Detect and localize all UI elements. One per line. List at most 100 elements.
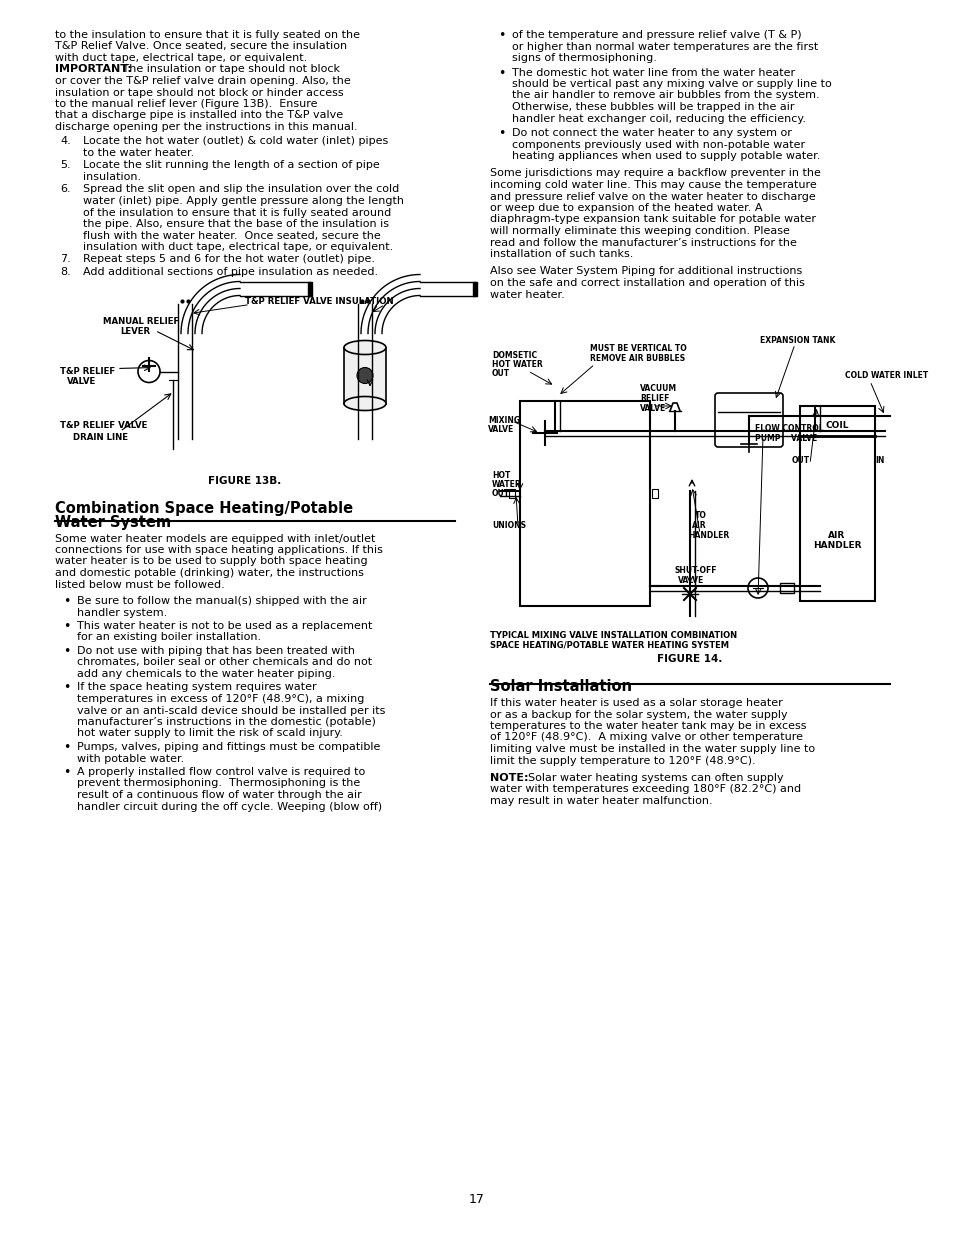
- Text: UNIONS: UNIONS: [492, 521, 525, 530]
- Text: DRAIN LINE: DRAIN LINE: [73, 432, 128, 441]
- Text: of the insulation to ensure that it is fully seated around: of the insulation to ensure that it is f…: [83, 207, 391, 217]
- Text: If this water heater is used as a solar storage heater: If this water heater is used as a solar …: [490, 698, 781, 708]
- Bar: [651, 489, 658, 498]
- Text: REMOVE AIR BUBBLES: REMOVE AIR BUBBLES: [589, 354, 684, 363]
- Text: HOT: HOT: [492, 471, 510, 480]
- Text: flush with the water heater.  Once seated, secure the: flush with the water heater. Once seated…: [83, 231, 380, 241]
- Text: water heater is to be used to supply both space heating: water heater is to be used to supply bot…: [55, 557, 367, 567]
- Text: OUT: OUT: [492, 489, 510, 498]
- Text: or as a backup for the solar system, the water supply: or as a backup for the solar system, the…: [490, 709, 787, 720]
- Bar: [509, 489, 515, 498]
- Text: AIR
HANDLER: AIR HANDLER: [812, 531, 861, 551]
- Text: FLOW CONTROL: FLOW CONTROL: [754, 424, 822, 433]
- Text: The insulation or tape should not block: The insulation or tape should not block: [119, 64, 339, 74]
- Text: limiting valve must be installed in the water supply line to: limiting valve must be installed in the …: [490, 743, 814, 755]
- Text: limit the supply temperature to 120°F (48.9°C).: limit the supply temperature to 120°F (4…: [490, 756, 755, 766]
- Text: This water heater is not to be used as a replacement: This water heater is not to be used as a…: [77, 621, 372, 631]
- Text: or higher than normal water temperatures are the first: or higher than normal water temperatures…: [512, 42, 818, 52]
- Text: manufacturer’s instructions in the domestic (potable): manufacturer’s instructions in the domes…: [77, 718, 375, 727]
- Text: Be sure to follow the manual(s) shipped with the air: Be sure to follow the manual(s) shipped …: [77, 597, 366, 606]
- Text: connections for use with space heating applications. If this: connections for use with space heating a…: [55, 545, 382, 555]
- Text: to the water heater.: to the water heater.: [83, 148, 194, 158]
- Text: 8.: 8.: [60, 267, 71, 277]
- Text: T&P RELIEF VALVE INSULATION: T&P RELIEF VALVE INSULATION: [245, 296, 394, 305]
- Text: valve or an anti-scald device should be installed per its: valve or an anti-scald device should be …: [77, 705, 385, 715]
- Text: •: •: [497, 127, 505, 140]
- Text: TO: TO: [695, 511, 706, 520]
- Text: and pressure relief valve on the water heater to discharge: and pressure relief valve on the water h…: [490, 191, 815, 201]
- Text: A properly installed flow control valve is required to: A properly installed flow control valve …: [77, 767, 365, 777]
- Text: or cover the T&P relief valve drain opening. Also, the: or cover the T&P relief valve drain open…: [55, 77, 351, 86]
- Ellipse shape: [344, 341, 386, 354]
- Text: HOT WATER: HOT WATER: [492, 359, 542, 369]
- Text: heating appliances when used to supply potable water.: heating appliances when used to supply p…: [512, 151, 820, 161]
- Text: the pipe. Also, ensure that the base of the insulation is: the pipe. Also, ensure that the base of …: [83, 219, 389, 228]
- Text: to the insulation to ensure that it is fully seated on the: to the insulation to ensure that it is f…: [55, 30, 359, 40]
- Text: MANUAL RELIEF: MANUAL RELIEF: [103, 316, 179, 326]
- Text: will normally eliminate this weeping condition. Please: will normally eliminate this weeping con…: [490, 226, 789, 236]
- Text: chromates, boiler seal or other chemicals and do not: chromates, boiler seal or other chemical…: [77, 657, 372, 667]
- Text: 4.: 4.: [60, 137, 71, 147]
- Text: water with temperatures exceeding 180°F (82.2°C) and: water with temperatures exceeding 180°F …: [490, 784, 801, 794]
- Text: TYPICAL MIXING VALVE INSTALLATION COMBINATION: TYPICAL MIXING VALVE INSTALLATION COMBIN…: [490, 631, 737, 640]
- Text: Water System: Water System: [55, 515, 171, 531]
- Text: discharge opening per the instructions in this manual.: discharge opening per the instructions i…: [55, 122, 357, 132]
- Text: listed below must be followed.: listed below must be followed.: [55, 579, 225, 589]
- Text: IMPORTANT:: IMPORTANT:: [55, 64, 132, 74]
- Text: on the safe and correct installation and operation of this: on the safe and correct installation and…: [490, 278, 804, 288]
- Text: of 120°F (48.9°C).  A mixing valve or other temperature: of 120°F (48.9°C). A mixing valve or oth…: [490, 732, 802, 742]
- Bar: [344, 347, 386, 404]
- Text: DOMSETIC: DOMSETIC: [492, 351, 537, 359]
- Text: VALVE: VALVE: [67, 378, 96, 387]
- Text: VACUUM: VACUUM: [639, 384, 677, 393]
- Text: •: •: [63, 766, 71, 779]
- Text: Otherwise, these bubbles will be trapped in the air: Otherwise, these bubbles will be trapped…: [512, 103, 794, 112]
- Text: Solar water heating systems can often supply: Solar water heating systems can often su…: [527, 773, 782, 783]
- Text: Add additional sections of pipe insulation as needed.: Add additional sections of pipe insulati…: [83, 267, 377, 277]
- Text: Locate the slit running the length of a section of pipe: Locate the slit running the length of a …: [83, 161, 379, 170]
- Text: VALVE: VALVE: [488, 425, 514, 433]
- Text: FIGURE 14.: FIGURE 14.: [657, 655, 722, 664]
- Text: COIL: COIL: [824, 421, 848, 430]
- Text: MUST BE VERTICAL TO: MUST BE VERTICAL TO: [589, 345, 686, 353]
- Text: result of a continuous flow of water through the air: result of a continuous flow of water thr…: [77, 790, 361, 800]
- Text: temperatures to the water heater tank may be in excess: temperatures to the water heater tank ma…: [490, 721, 805, 731]
- Text: handler circuit during the off cycle. Weeping (blow off): handler circuit during the off cycle. We…: [77, 802, 382, 811]
- Text: 6.: 6.: [60, 184, 71, 194]
- Text: RELIEF: RELIEF: [639, 394, 669, 403]
- Text: COLD WATER INLET: COLD WATER INLET: [844, 370, 927, 380]
- Text: 5.: 5.: [60, 161, 71, 170]
- Text: may result in water heater malfunction.: may result in water heater malfunction.: [490, 797, 712, 806]
- Circle shape: [138, 361, 160, 383]
- Text: water heater.: water heater.: [490, 289, 564, 300]
- Text: should be vertical past any mixing valve or supply line to: should be vertical past any mixing valve…: [512, 79, 831, 89]
- Text: 7.: 7.: [60, 254, 71, 264]
- Text: •: •: [63, 645, 71, 658]
- Text: T&P RELIEF VALVE: T&P RELIEF VALVE: [60, 421, 147, 431]
- Text: Some water heater models are equipped with inlet/outlet: Some water heater models are equipped wi…: [55, 534, 375, 543]
- Text: MIXING: MIXING: [488, 416, 519, 425]
- Text: handler system.: handler system.: [77, 608, 167, 618]
- Text: 17: 17: [469, 1193, 484, 1207]
- Text: for an existing boiler installation.: for an existing boiler installation.: [77, 632, 261, 642]
- Text: FIGURE 13B.: FIGURE 13B.: [208, 475, 281, 485]
- Text: signs of thermosiphoning.: signs of thermosiphoning.: [512, 53, 657, 63]
- Text: Spread the slit open and slip the insulation over the cold: Spread the slit open and slip the insula…: [83, 184, 399, 194]
- Text: Do not use with piping that has been treated with: Do not use with piping that has been tre…: [77, 646, 355, 656]
- Text: OUT: OUT: [492, 369, 510, 378]
- Text: PUMP    VALVE: PUMP VALVE: [754, 433, 817, 443]
- Text: Combination Space Heating/Potable: Combination Space Heating/Potable: [55, 500, 353, 515]
- Text: installation of such tanks.: installation of such tanks.: [490, 249, 633, 259]
- Text: The domestic hot water line from the water heater: The domestic hot water line from the wat…: [512, 68, 794, 78]
- Text: OUT: OUT: [791, 456, 809, 466]
- Text: of the temperature and pressure relief valve (T & P): of the temperature and pressure relief v…: [512, 30, 801, 40]
- Text: •: •: [63, 682, 71, 694]
- Text: Pumps, valves, piping and fittings must be compatible: Pumps, valves, piping and fittings must …: [77, 742, 380, 752]
- Text: T&P Relief Valve. Once seated, secure the insulation: T&P Relief Valve. Once seated, secure th…: [55, 42, 347, 52]
- FancyBboxPatch shape: [714, 393, 782, 447]
- Text: SPACE HEATING/POTABLE WATER HEATING SYSTEM: SPACE HEATING/POTABLE WATER HEATING SYST…: [490, 641, 728, 650]
- Text: Also see Water System Piping for additional instructions: Also see Water System Piping for additio…: [490, 267, 801, 277]
- Text: insulation with duct tape, electrical tape, or equivalent.: insulation with duct tape, electrical ta…: [83, 242, 393, 252]
- Text: Solar Installation: Solar Installation: [490, 679, 631, 694]
- Text: If the space heating system requires water: If the space heating system requires wat…: [77, 683, 316, 693]
